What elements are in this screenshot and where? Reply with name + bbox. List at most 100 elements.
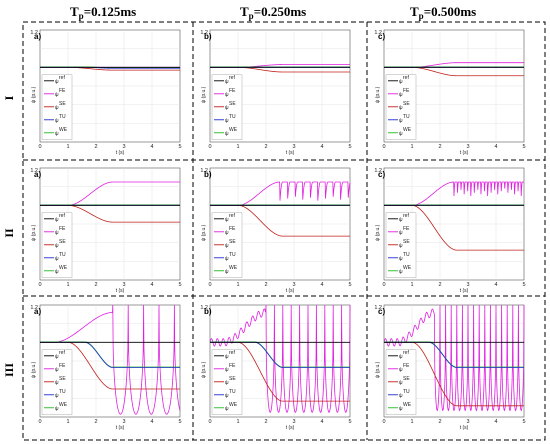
x-tick-label: 0 <box>208 419 211 425</box>
x-tick-label: 1 <box>236 144 239 150</box>
x-axis-label: t (s) <box>286 425 295 431</box>
legend-box <box>41 212 73 278</box>
legend-label: ψ <box>399 118 403 124</box>
legend-label: ψ <box>55 380 59 386</box>
legend-sup: WE <box>403 127 412 133</box>
x-tick-label: 5 <box>178 282 181 288</box>
legend-label: ψ <box>399 367 403 373</box>
legend-label: ψ <box>55 79 59 85</box>
legend-label: ψ <box>399 92 403 98</box>
legend-sup: FE <box>59 363 66 369</box>
y-axis-label: ψ (p.u.) <box>375 86 381 103</box>
x-tick-label: 3 <box>292 282 295 288</box>
x-tick-label: 0 <box>38 419 41 425</box>
legend-box <box>385 349 417 415</box>
legend-sup: ref <box>229 213 235 219</box>
y-tick-label: 1.2 <box>374 30 382 36</box>
x-tick-label: 4 <box>494 419 497 425</box>
x-axis-label: t (s) <box>460 425 469 431</box>
x-axis-label: t (s) <box>116 288 125 294</box>
x-axis-label: t (s) <box>116 425 125 431</box>
legend-sup: FE <box>403 88 410 94</box>
legend-sup: TU <box>403 389 410 395</box>
legend-sup: WE <box>403 265 412 271</box>
legend-sup: SE <box>403 101 410 107</box>
legend-label: ψ <box>225 217 229 223</box>
legend-sup: FE <box>229 363 236 369</box>
legend-sup: TU <box>59 389 66 395</box>
legend-label: ψ <box>399 105 403 111</box>
x-tick-label: 2 <box>438 419 441 425</box>
x-axis-label: t (s) <box>460 150 469 156</box>
panel-letter: c) <box>378 307 385 316</box>
y-axis-label: ψ (p.u.) <box>375 224 381 241</box>
y-axis-label: ψ (p.u.) <box>375 361 381 378</box>
series-line-we <box>40 66 180 69</box>
x-tick-label: 3 <box>466 144 469 150</box>
legend-sup: TU <box>229 114 236 120</box>
legend-label: ψ <box>225 406 229 412</box>
legend-sup: SE <box>229 239 236 245</box>
legend-label: ψ <box>55 406 59 412</box>
legend-label: ψ <box>55 131 59 137</box>
x-tick-label: 3 <box>292 144 295 150</box>
series-line-fe <box>209 304 351 413</box>
legend-label: ψ <box>399 256 403 262</box>
panel-letter: a) <box>34 307 41 316</box>
legend-sup: TU <box>229 389 236 395</box>
legend-label: ψ <box>55 105 59 111</box>
row-label-2: II <box>2 228 16 238</box>
legend-sup: SE <box>59 101 66 107</box>
y-tick-label: 1.2 <box>30 305 38 311</box>
x-tick-label: 2 <box>438 144 441 150</box>
legend-sup: SE <box>229 376 236 382</box>
x-tick-label: 0 <box>208 282 211 288</box>
legend-label: ψ <box>55 367 59 373</box>
legend-sup: WE <box>229 127 238 133</box>
y-axis-label: ψ (p.u.) <box>31 361 37 378</box>
x-tick-label: 4 <box>150 419 153 425</box>
legend-label: ψ <box>55 230 59 236</box>
legend-sup: WE <box>229 402 238 408</box>
row-label-3: III <box>2 363 16 377</box>
legend-sup: SE <box>229 101 236 107</box>
legend-label: ψ <box>225 393 229 399</box>
panel-letter: b) <box>204 32 212 41</box>
legend-label: ψ <box>225 118 229 124</box>
legend-sup: WE <box>59 265 68 271</box>
x-tick-label: 5 <box>348 144 351 150</box>
x-tick-label: 2 <box>438 282 441 288</box>
legend-label: ψ <box>225 269 229 275</box>
x-tick-label: 0 <box>382 419 385 425</box>
legend-sup: TU <box>229 252 236 258</box>
x-tick-label: 5 <box>348 282 351 288</box>
x-tick-label: 0 <box>38 282 41 288</box>
y-tick-label: 1.2 <box>200 30 208 36</box>
legend-label: ψ <box>399 354 403 360</box>
legend-sup: WE <box>403 402 412 408</box>
legend-label: ψ <box>399 380 403 386</box>
legend-sup: ref <box>403 75 409 81</box>
x-tick-label: 4 <box>150 282 153 288</box>
panel-letter: b) <box>204 307 212 316</box>
legend-label: ψ <box>399 230 403 236</box>
x-tick-label: 1 <box>66 144 69 150</box>
legend-sup: ref <box>59 350 65 356</box>
legend-sup: FE <box>403 226 410 232</box>
legend-sup: TU <box>59 114 66 120</box>
legend-sup: SE <box>59 239 66 245</box>
x-tick-label: 2 <box>264 419 267 425</box>
col-title-3: Tp=0.500ms <box>410 4 476 21</box>
x-tick-label: 4 <box>320 419 323 425</box>
x-tick-label: 5 <box>348 419 351 425</box>
x-tick-label: 0 <box>208 144 211 150</box>
x-tick-label: 3 <box>466 282 469 288</box>
legend-label: ψ <box>55 269 59 275</box>
legend-label: ψ <box>225 230 229 236</box>
legend-box <box>211 212 243 278</box>
x-tick-label: 1 <box>236 419 239 425</box>
